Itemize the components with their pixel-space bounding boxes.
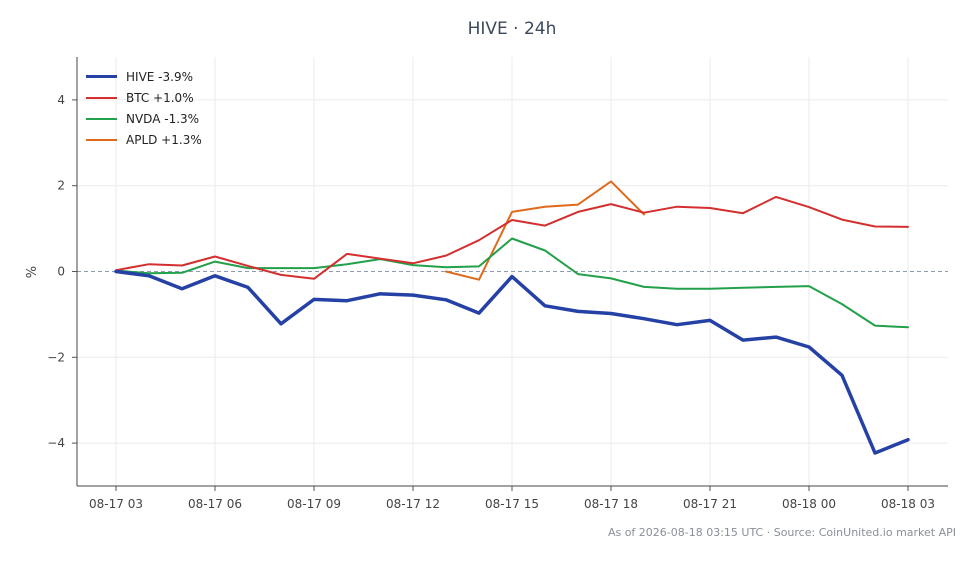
tick-labels: 4 2 0 −2 −4 08-17 03 08-17 06 08-17 09 08-17 12 0… (47, 93, 935, 511)
x-tick-label: 08-17 06 (188, 497, 242, 511)
x-tick-label: 08-17 15 (485, 497, 539, 511)
y-tick-label: 0 (57, 265, 65, 279)
x-tick-label: 08-17 03 (89, 497, 143, 511)
x-tick-label: 08-17 12 (386, 497, 440, 511)
x-tick-label: 08-17 09 (287, 497, 341, 511)
x-tick-label: 08-18 00 (782, 497, 836, 511)
legend-swatch (86, 75, 117, 78)
axes (72, 57, 948, 491)
x-tick-label: 08-18 03 (881, 497, 935, 511)
legend-label: BTC +1.0% (126, 90, 194, 105)
x-tick-label: 08-17 18 (584, 497, 638, 511)
y-axis-label: % (25, 266, 40, 278)
x-tick-label: 08-17 21 (683, 497, 737, 511)
legend-swatch (86, 117, 117, 120)
series-line-nvda (115, 237, 909, 329)
series-lines (114, 180, 910, 455)
legend: HIVE -3.9% BTC +1.0% NVDA -1.3% APLD +1.3% (86, 66, 202, 150)
legend-item-nvda: NVDA -1.3% (86, 108, 202, 129)
legend-label: APLD +1.3% (126, 132, 202, 147)
legend-item-btc: BTC +1.0% (86, 87, 202, 108)
chart-title: HIVE · 24h (467, 19, 557, 39)
grid-lines (77, 57, 948, 486)
y-tick-label: 4 (57, 93, 65, 107)
legend-swatch (86, 138, 117, 141)
series-line-hive (114, 269, 910, 455)
y-tick-label: −4 (47, 436, 65, 450)
series-line-btc (115, 195, 909, 280)
legend-item-apld: APLD +1.3% (86, 129, 202, 150)
legend-label: NVDA -1.3% (126, 111, 200, 126)
legend-label: HIVE -3.9% (126, 69, 193, 84)
series-line-apld (445, 180, 645, 281)
source-footnote: As of 2026-08-18 03:15 UTC · Source: Coi… (607, 526, 956, 539)
legend-swatch (86, 96, 117, 99)
y-tick-label: −2 (47, 350, 65, 364)
legend-item-hive: HIVE -3.9% (86, 66, 202, 87)
y-tick-label: 2 (57, 179, 65, 193)
